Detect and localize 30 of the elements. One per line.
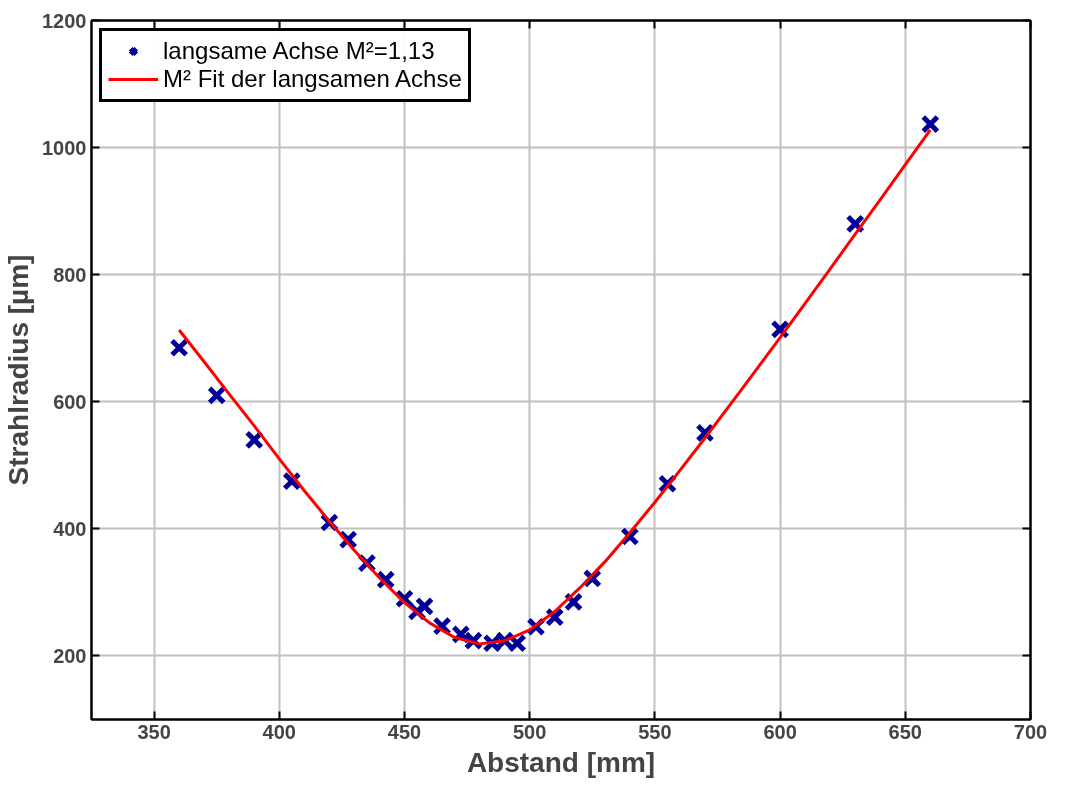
x-axis-title: Abstand [mm] — [466, 746, 656, 778]
y-tick-label: 1200 — [42, 9, 87, 32]
point — [338, 530, 358, 550]
y-tick-label: 400 — [53, 517, 87, 540]
line-series — [177, 128, 932, 646]
point — [695, 423, 715, 443]
point — [376, 570, 396, 590]
legend-label: M² Fit der langsamen Achse — [163, 65, 462, 93]
y-tick-label: 1000 — [42, 136, 87, 159]
x-tick-label: 450 — [387, 720, 422, 743]
x-tick-label: 650 — [888, 720, 922, 743]
x-tick-label: 500 — [513, 720, 547, 743]
y-tick-label: 200 — [53, 644, 87, 667]
legend-label: langsame Achse M²=1,13 — [163, 37, 435, 65]
point — [845, 214, 865, 234]
x-tick-label: 350 — [137, 720, 171, 743]
point — [169, 338, 189, 358]
y-tick-label: 800 — [53, 263, 87, 286]
x-tick-label: 550 — [638, 720, 672, 743]
x-tick-label: 600 — [763, 720, 797, 743]
point — [770, 319, 790, 339]
point — [414, 596, 435, 616]
point — [394, 589, 415, 609]
point — [920, 114, 940, 134]
point — [207, 385, 227, 405]
point — [432, 616, 452, 636]
y-axis-title: Strahlradius [µm] — [3, 254, 35, 486]
x-tick-label: 400 — [262, 720, 296, 743]
x-tick-label: 700 — [1013, 720, 1048, 743]
y-tick-label: 600 — [53, 390, 87, 413]
